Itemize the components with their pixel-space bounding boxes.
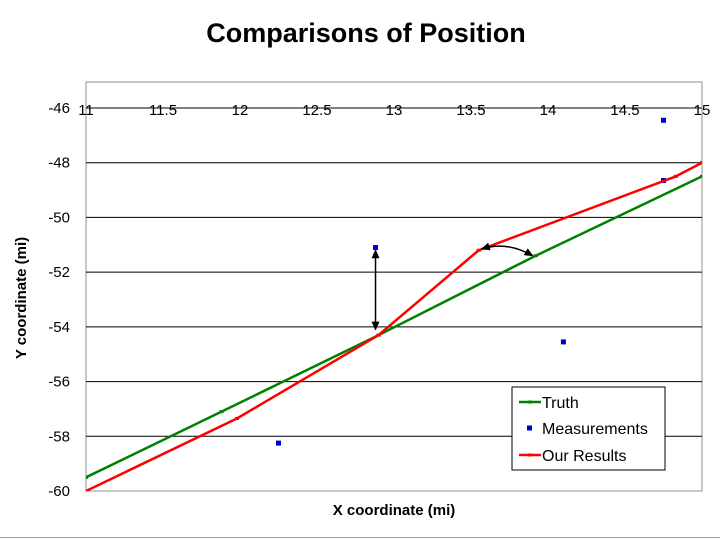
- data-point-measurements: [661, 117, 666, 123]
- data-point-our-results: [476, 248, 481, 252]
- x-tick-label: 15: [694, 102, 711, 119]
- x-tick-label: 11: [78, 102, 94, 119]
- y-tick-label: -48: [48, 155, 70, 172]
- chart-title: Comparisons of Position: [206, 18, 526, 48]
- legend-marker-truth: [528, 400, 532, 404]
- x-tick-label: 13.5: [456, 102, 485, 119]
- legend-swatch-measurements: [527, 425, 532, 431]
- data-point-truth: [700, 174, 702, 178]
- y-tick-label: -60: [48, 483, 70, 500]
- legend-label-truth: Truth: [542, 395, 579, 412]
- legend-label-measurements: Measurements: [542, 421, 648, 438]
- tick-labels: -46 -48 -50 -52 -54 -56 -58 -60 11 11.5 12 12.5 13 13…: [48, 100, 710, 500]
- y-tick-label: -50: [48, 209, 70, 226]
- y-tick-label: -58: [48, 428, 70, 445]
- x-tick-label: 14.5: [610, 102, 639, 119]
- x-tick-label: 14: [540, 102, 557, 119]
- legend-label-our-results: Our Results: [542, 448, 626, 465]
- x-tick-label: 13: [386, 102, 403, 119]
- data-point-measurements: [560, 339, 566, 345]
- legend: Truth Measurements Our Results: [511, 386, 666, 471]
- bottom-divider: [0, 537, 720, 538]
- legend-marker-our-results: [528, 453, 532, 457]
- data-point-truth: [533, 254, 538, 258]
- data-point-measurements: [373, 245, 379, 251]
- data-point-our-results: [376, 333, 381, 337]
- data-point-our-results: [234, 417, 239, 421]
- x-tick-label: 11.5: [149, 102, 177, 119]
- data-point-truth: [86, 475, 88, 479]
- x-tick-label: 12: [232, 102, 249, 119]
- y-axis-title: Y coordinate (mi): [13, 237, 30, 359]
- series-line-our-results: [86, 161, 702, 491]
- y-tick-label: -56: [48, 374, 70, 391]
- data-point-measurements: [276, 440, 281, 446]
- grid-lines: [86, 107, 702, 437]
- data-point-our-results: [673, 174, 678, 178]
- x-tick-label: 12.5: [302, 102, 331, 119]
- series-layer: [86, 117, 702, 491]
- data-point-our-results: [86, 489, 88, 491]
- y-tick-label: -54: [48, 319, 70, 336]
- y-tick-label: -52: [48, 264, 70, 281]
- annotation-arrows: [371, 242, 534, 331]
- annotation-arrow-2: [480, 242, 534, 257]
- data-point-truth: [219, 410, 224, 414]
- y-tick-label: -46: [48, 100, 70, 117]
- x-axis-title: X coordinate (mi): [333, 502, 456, 519]
- data-point-our-results: [700, 161, 702, 165]
